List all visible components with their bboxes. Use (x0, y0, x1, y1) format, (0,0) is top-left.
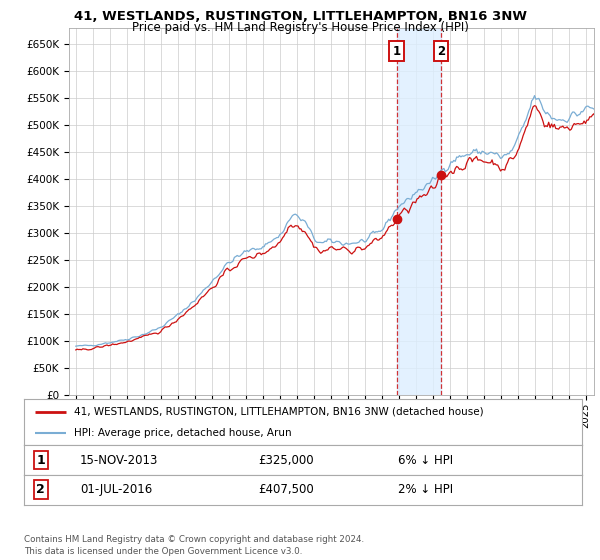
Text: 41, WESTLANDS, RUSTINGTON, LITTLEHAMPTON, BN16 3NW: 41, WESTLANDS, RUSTINGTON, LITTLEHAMPTON… (74, 10, 527, 23)
Text: HPI: Average price, detached house, Arun: HPI: Average price, detached house, Arun (74, 428, 292, 438)
Bar (397, 28, 441, 395)
Text: 1: 1 (37, 454, 45, 466)
Text: £325,000: £325,000 (259, 454, 314, 466)
Text: £407,500: £407,500 (259, 483, 314, 496)
Text: 41, WESTLANDS, RUSTINGTON, LITTLEHAMPTON, BN16 3NW (detached house): 41, WESTLANDS, RUSTINGTON, LITTLEHAMPTON… (74, 407, 484, 417)
Text: 2% ↓ HPI: 2% ↓ HPI (398, 483, 453, 496)
Text: 2: 2 (37, 483, 45, 496)
Text: Price paid vs. HM Land Registry's House Price Index (HPI): Price paid vs. HM Land Registry's House … (131, 21, 469, 34)
Text: Contains HM Land Registry data © Crown copyright and database right 2024.
This d: Contains HM Land Registry data © Crown c… (24, 535, 364, 556)
Text: 15-NOV-2013: 15-NOV-2013 (80, 454, 158, 466)
Text: 2: 2 (437, 45, 445, 58)
Text: 1: 1 (392, 45, 401, 58)
Text: 01-JUL-2016: 01-JUL-2016 (80, 483, 152, 496)
Text: 6% ↓ HPI: 6% ↓ HPI (398, 454, 453, 466)
